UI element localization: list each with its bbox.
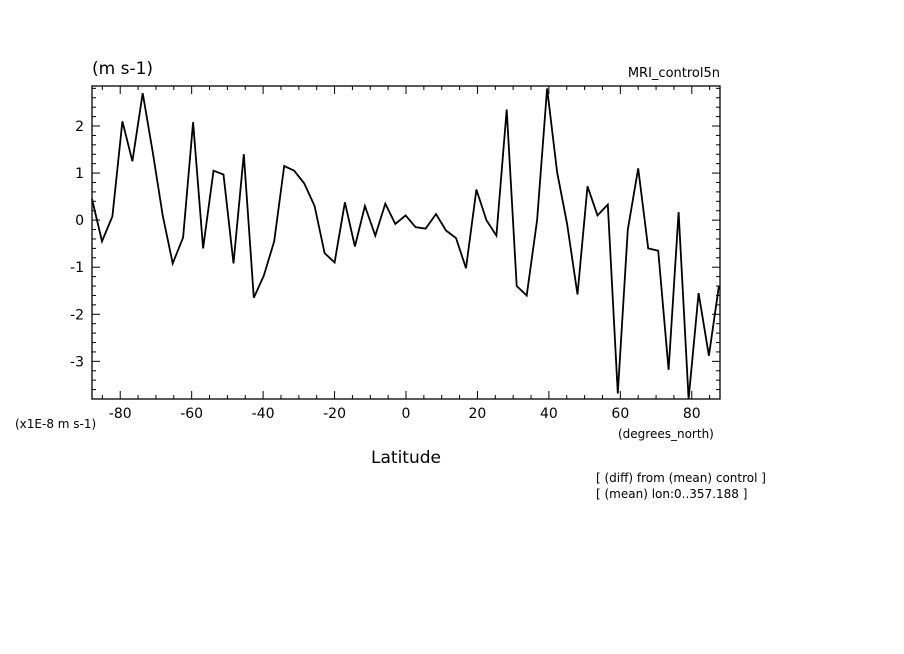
note-diff: [ (diff) from (mean) control ]	[596, 471, 766, 485]
x-tick-label: 0	[402, 406, 411, 422]
y-tick-label: -3	[70, 354, 84, 370]
chart-title-units: (m s-1)	[92, 59, 153, 79]
x-tick-label: -40	[252, 406, 275, 422]
x-tick-labels: -80 -60 -40 -20 0 20 40 60 80	[109, 406, 701, 422]
series-layer	[91, 88, 720, 400]
x-axis-label: Latitude	[371, 448, 441, 468]
y-axis-units: (x1E-8 m s-1)	[15, 417, 96, 431]
x-tick-label: -60	[180, 406, 203, 422]
y-tick-label: -2	[70, 307, 84, 323]
y-tick-label: 0	[75, 213, 84, 229]
x-tick-label: 20	[469, 406, 487, 422]
x-tick-label: 60	[611, 406, 629, 422]
y-tick-label: 1	[75, 166, 84, 182]
x-tick-label: -20	[323, 406, 346, 422]
note-mean: [ (mean) lon:0..357.188 ]	[596, 487, 747, 501]
axis-ticks	[92, 86, 720, 399]
chart-title-dataset: MRI_control5n	[628, 66, 720, 81]
plot-frame	[91, 85, 721, 400]
x-tick-label: -80	[109, 406, 132, 422]
y-tick-labels: -3 -2 -1 0 1 2	[70, 119, 84, 370]
y-tick-label: 2	[75, 119, 84, 135]
x-axis-units: (degrees_north)	[618, 427, 714, 441]
y-tick-label: -1	[70, 260, 84, 276]
series-line	[91, 88, 720, 400]
x-tick-label: 80	[683, 406, 701, 422]
x-tick-label: 40	[540, 406, 558, 422]
